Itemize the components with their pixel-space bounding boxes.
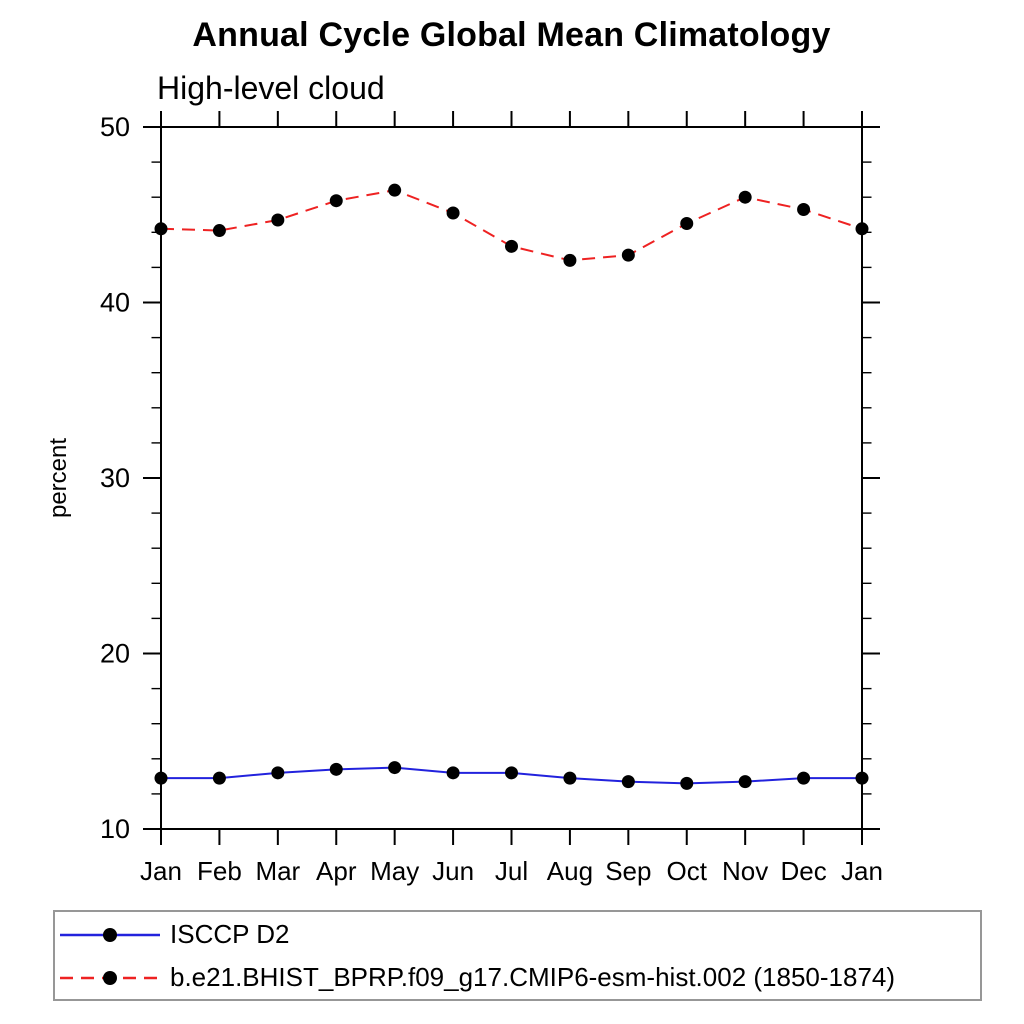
y-tick-label: 50 bbox=[100, 112, 130, 142]
data-point-marker bbox=[212, 224, 226, 238]
data-point-marker bbox=[388, 761, 402, 775]
y-tick-label: 40 bbox=[100, 288, 130, 318]
x-tick-label: Feb bbox=[197, 856, 242, 886]
data-point-marker bbox=[446, 766, 460, 780]
y-tick-label: 20 bbox=[100, 639, 130, 669]
data-point-marker bbox=[329, 194, 343, 208]
data-point-marker bbox=[563, 771, 577, 785]
x-tick-label: Oct bbox=[667, 856, 708, 886]
x-tick-label: Apr bbox=[316, 856, 357, 886]
x-tick-label: Jul bbox=[495, 856, 528, 886]
legend-item: b.e21.BHIST_BPRP.f09_g17.CMIP6-esm-hist.… bbox=[55, 956, 980, 999]
x-tick-label: May bbox=[370, 856, 419, 886]
data-point-marker bbox=[271, 766, 285, 780]
data-point-marker bbox=[855, 222, 869, 236]
data-point-marker bbox=[154, 222, 168, 236]
x-tick-label: Sep bbox=[605, 856, 651, 886]
data-point-marker bbox=[271, 213, 285, 227]
data-point-marker bbox=[505, 239, 518, 253]
x-tick-label: Jan bbox=[841, 856, 883, 886]
data-point-marker bbox=[621, 775, 635, 789]
data-point-marker bbox=[621, 248, 635, 262]
chart-title: Annual Cycle Global Mean Climatology bbox=[192, 16, 831, 54]
chart-subtitle: High-level cloud bbox=[157, 70, 385, 106]
data-point-marker bbox=[680, 217, 694, 231]
data-point-marker bbox=[797, 771, 811, 785]
legend-label: b.e21.BHIST_BPRP.f09_g17.CMIP6-esm-hist.… bbox=[170, 962, 896, 992]
y-axis-label: percent bbox=[45, 438, 72, 518]
legend: ISCCP D2 b.e21.BHIST_BPRP.f09_g17.CMIP6-… bbox=[53, 910, 982, 1001]
x-tick-label: Dec bbox=[780, 856, 826, 886]
y-tick-label: 10 bbox=[100, 814, 130, 844]
legend-line-swatch bbox=[60, 927, 160, 942]
x-tick-label: Mar bbox=[255, 856, 300, 886]
data-point-marker bbox=[797, 202, 811, 216]
data-point-marker bbox=[446, 206, 460, 220]
data-point-marker bbox=[738, 190, 752, 204]
legend-line-swatch bbox=[60, 970, 160, 985]
data-point-marker bbox=[680, 776, 694, 790]
data-point-marker bbox=[563, 253, 577, 267]
plot-frame bbox=[160, 126, 863, 830]
legend-marker-icon bbox=[103, 970, 117, 985]
data-point-marker bbox=[154, 771, 168, 785]
data-point-marker bbox=[855, 771, 869, 785]
data-point-marker bbox=[329, 762, 343, 776]
data-point-marker bbox=[738, 775, 752, 789]
x-tick-label: Aug bbox=[547, 856, 593, 886]
data-point-marker bbox=[388, 183, 402, 197]
data-point-marker bbox=[212, 771, 226, 785]
legend-marker-icon bbox=[103, 927, 117, 942]
y-tick-label: 30 bbox=[100, 463, 130, 493]
legend-item: ISCCP D2 bbox=[55, 913, 980, 956]
x-tick-label: Jun bbox=[432, 856, 474, 886]
legend-label: ISCCP D2 bbox=[170, 919, 290, 949]
data-point-marker bbox=[505, 766, 518, 780]
x-tick-label: Jan bbox=[140, 856, 182, 886]
x-tick-label: Nov bbox=[722, 856, 768, 886]
